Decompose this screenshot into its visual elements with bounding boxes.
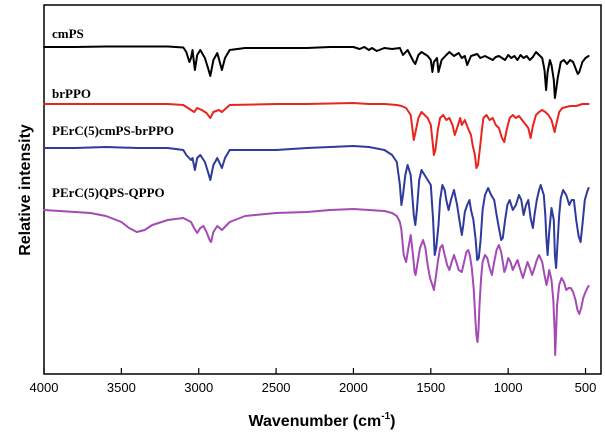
series-label-0: cmPS xyxy=(52,26,84,41)
series-label-3: PErC(5)QPS-QPPO xyxy=(52,185,165,200)
x-axis-title-close: ) xyxy=(390,413,395,430)
x-axis-title-main: Wavenumber (cm xyxy=(248,413,381,430)
x-axis-title: Wavenumber (cm-1) xyxy=(248,411,395,430)
y-axis-title: Relative intensity xyxy=(17,124,34,256)
series-group xyxy=(43,45,590,356)
series-line-3 xyxy=(43,208,590,356)
series-labels: cmPS brPPO PErC(5)cmPS-brPPO PErC(5)QPS-QPP… xyxy=(52,26,174,200)
series-label-2: PErC(5)cmPS-brPPO xyxy=(52,123,174,138)
series-line-1 xyxy=(43,102,590,169)
x-axis-title-sup: -1 xyxy=(381,411,390,422)
x-tick-label-2: 3000 xyxy=(184,380,213,395)
x-tick-label-0: 4000 xyxy=(30,380,59,395)
x-tick-label-6: 1000 xyxy=(494,380,523,395)
plot-frame xyxy=(43,4,602,375)
x-tick-label-3: 2500 xyxy=(262,380,291,395)
x-axis-ticks: 4000 3500 3000 2500 2000 1500 1000 500 xyxy=(30,368,597,395)
x-tick-label-4: 2000 xyxy=(339,380,368,395)
series-line-2 xyxy=(43,145,590,269)
series-line-0 xyxy=(43,45,590,99)
x-tick-label-5: 1500 xyxy=(416,380,445,395)
series-label-1: brPPO xyxy=(52,86,91,101)
x-tick-label-1: 3500 xyxy=(107,380,136,395)
x-tick-label-7: 500 xyxy=(575,380,597,395)
